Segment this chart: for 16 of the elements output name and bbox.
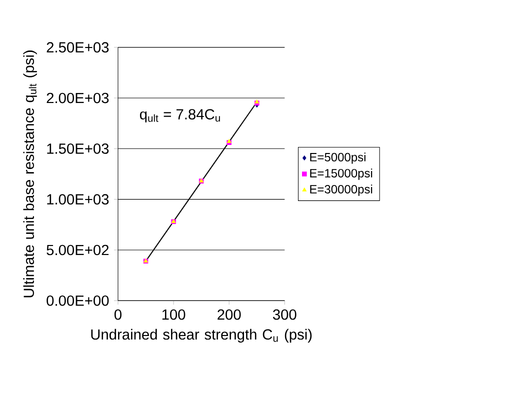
annotation: q$_{ult}$ = 7.84C$_{u}$ <box>140 109 220 123</box>
x-tick-label: 0 <box>114 310 122 320</box>
x-axis-title: Undrained shear strength C$_{u}$ (psi) <box>91 329 312 343</box>
legend-label: E=30000psi <box>310 184 372 196</box>
y-tick-label: 0.00E+00 <box>46 296 109 306</box>
y-tick-label: 1.50E+03 <box>47 144 109 154</box>
y-axis-title: Ultimate unit base resistance q$_{ult}$ (psi) <box>23 50 37 298</box>
y-tick-label: 2.00E+03 <box>46 92 109 104</box>
x-tick-label: 300 <box>272 310 296 320</box>
y-tick-label: 1.00E+03 <box>47 194 109 205</box>
x-tick-label: 100 <box>162 310 186 320</box>
y-tick-label: 5.00E+02 <box>46 244 109 256</box>
legend-label: E=15000psi <box>310 168 372 180</box>
x-tick-label: 200 <box>218 310 241 320</box>
legend-label: E=5000psi <box>310 152 366 164</box>
y-tick-label: 2.50E+03 <box>46 42 109 53</box>
